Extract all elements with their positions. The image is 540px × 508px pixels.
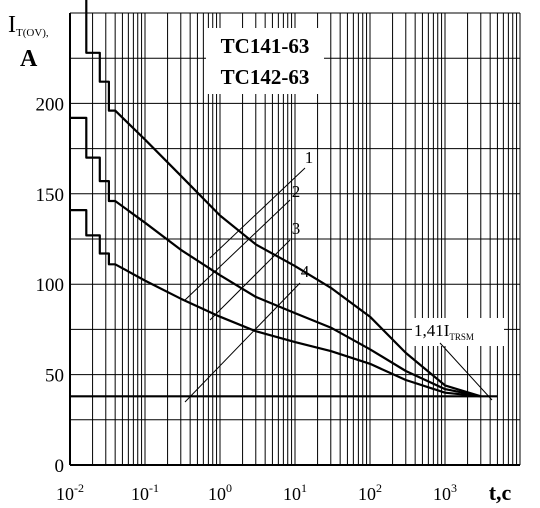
reference-label-leader (439, 342, 493, 401)
curve-label: 3 (292, 219, 301, 238)
y-tick-label: 0 (55, 456, 65, 477)
x-axis-label: t,c (489, 480, 512, 505)
x-tick-label: 10-1 (131, 481, 159, 504)
x-tick-label: 100 (208, 481, 232, 504)
series-line (85, 0, 482, 398)
x-tick-label: 10-2 (56, 481, 84, 504)
series-line (70, 209, 481, 398)
reference-label-background (412, 318, 504, 346)
y-tick-label: 50 (45, 366, 64, 387)
curve-label-leader (209, 239, 291, 321)
y-axis-unit: A (20, 46, 38, 72)
y-axis-label: IT(OV), (8, 12, 49, 39)
y-tick-label: 200 (36, 94, 65, 115)
series-line (70, 116, 482, 398)
chart-title-line-2: TC142-63 (221, 65, 310, 89)
curve-label-leader (184, 282, 301, 403)
x-tick-label: 103 (433, 481, 457, 504)
title-background (206, 28, 324, 94)
curve-label-leader (209, 167, 306, 259)
curve-label-leader (184, 199, 291, 301)
curve-label: 1 (305, 148, 314, 167)
reference-label: 1,41ITRSM (414, 321, 474, 342)
x-tick-label: 102 (358, 481, 382, 504)
y-tick-label: 150 (36, 185, 65, 206)
chart-title-line-1: TC141-63 (221, 34, 310, 58)
y-tick-label: 100 (36, 275, 65, 296)
x-tick-label: 101 (283, 481, 307, 504)
curve-label: 2 (292, 182, 301, 201)
